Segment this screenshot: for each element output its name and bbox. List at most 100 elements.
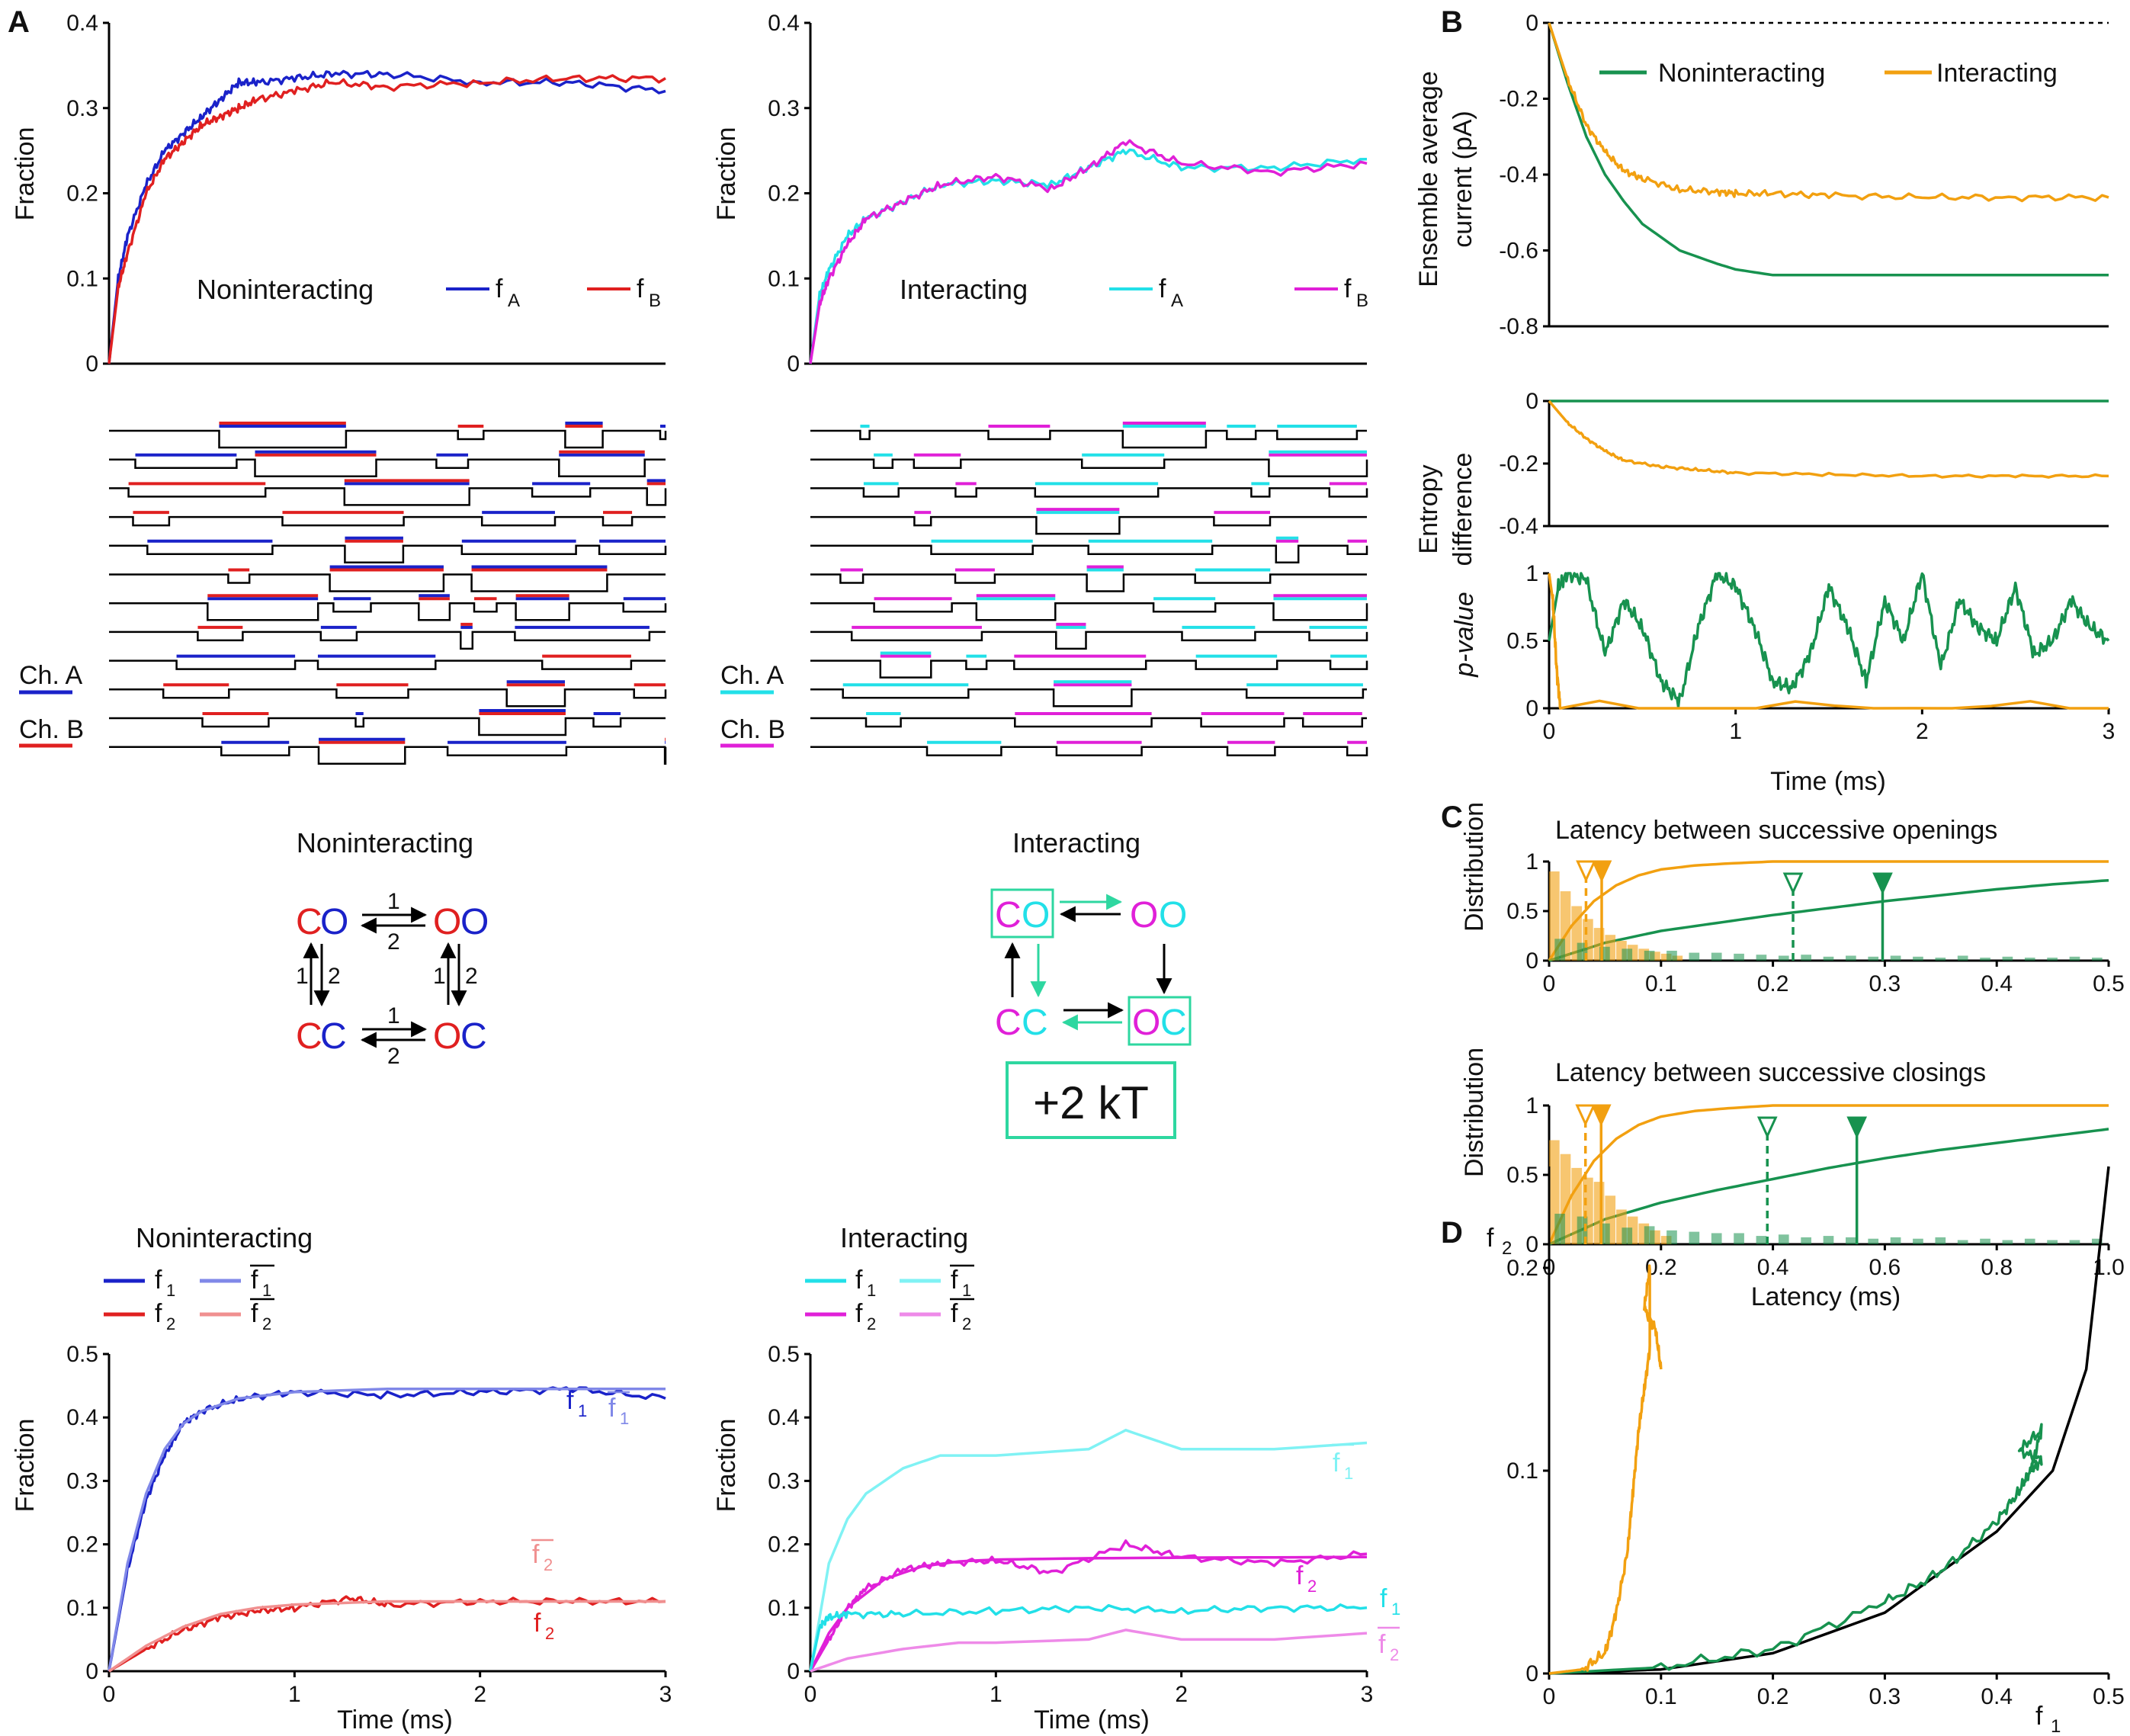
chB-label: Ch. B bbox=[19, 715, 84, 744]
series-fb bbox=[107, 74, 666, 364]
series-noninteracting bbox=[1548, 572, 2110, 708]
rate-right-2: 2 bbox=[465, 964, 478, 989]
xlabel-d-sub: 1 bbox=[2051, 1716, 2061, 1736]
series-f2-mean bbox=[108, 1600, 666, 1673]
state-cc-a: C bbox=[995, 1003, 1022, 1043]
state-oc-a: O bbox=[433, 1016, 461, 1057]
legend-f1-sub: 1 bbox=[166, 1281, 175, 1300]
x-tick-label: 0.8 bbox=[1981, 1255, 2013, 1280]
legend-f1mean-sub: 1 bbox=[962, 1281, 971, 1300]
latency-marker-triangle bbox=[1872, 872, 1893, 895]
state-box-co bbox=[990, 888, 1054, 939]
x-tick-label: 0.1 bbox=[1645, 971, 1677, 996]
histogram-bar bbox=[1890, 1237, 1901, 1244]
channel-trace-row bbox=[810, 458, 1368, 477]
histogram-bar bbox=[1823, 956, 1834, 961]
latency-marker-triangle bbox=[1590, 1104, 1612, 1127]
channel-legend-interacting: Ch. A Ch. B bbox=[720, 661, 785, 748]
y-tick-label: 0.4 bbox=[66, 11, 98, 36]
y-tick-label: 0.1 bbox=[66, 1596, 98, 1621]
label-i-f2: f bbox=[1296, 1561, 1304, 1590]
histogram-bar bbox=[1549, 871, 1560, 961]
histogram-bar bbox=[1660, 1236, 1672, 1244]
channel-traces-noninteracting bbox=[109, 422, 667, 765]
state-box-oc bbox=[1128, 996, 1192, 1046]
y-tick-label: -0.2 bbox=[1499, 451, 1538, 477]
state-oo: O O bbox=[433, 902, 489, 942]
state-cc: C C bbox=[995, 1003, 1048, 1043]
y-tick-label: 0 bbox=[1525, 389, 1538, 414]
channel-traces-interacting bbox=[810, 422, 1368, 756]
series-interacting bbox=[1548, 400, 2109, 479]
x-tick-label: 0.1 bbox=[1645, 1684, 1677, 1709]
ylabel-b-entropy-2: difference bbox=[1448, 453, 1477, 566]
histogram-bar bbox=[2047, 1240, 2058, 1244]
panel-label-c: C bbox=[1441, 801, 1463, 834]
legend-f1-f: f bbox=[855, 1266, 863, 1295]
channel-trace-row bbox=[810, 515, 1367, 535]
y-tick-label: 0 bbox=[787, 351, 800, 377]
x-tick-label: 2 bbox=[1175, 1682, 1188, 1707]
histogram-bar bbox=[1689, 952, 1700, 961]
state-oc: O C bbox=[433, 1016, 487, 1057]
series-f1-mean bbox=[809, 1429, 1368, 1672]
scheme-interacting: Interacting C O O O C C O C +2 kT bbox=[990, 827, 1192, 1139]
y-tick-label: 0 bbox=[787, 1659, 800, 1684]
legend-f1-sub: 1 bbox=[867, 1281, 876, 1300]
chart-b-entropy: 0 -0.2 -0.4 bbox=[1499, 389, 2109, 539]
legend-fb-sub: B bbox=[1356, 290, 1368, 311]
legend-a-top-right: Interacting f A f B bbox=[900, 274, 1368, 311]
label-i-f1-sub: 1 bbox=[1391, 1600, 1400, 1619]
x-tick-label: 0.5 bbox=[2093, 1684, 2125, 1709]
ylabel-d-f: f bbox=[1487, 1224, 1494, 1253]
y-tick-label: 0.5 bbox=[1506, 899, 1538, 924]
legend-interacting: Interacting bbox=[1936, 59, 2058, 88]
rate-left-1: 1 bbox=[296, 964, 309, 989]
x-tick-label: 0.4 bbox=[1981, 971, 2013, 996]
legend-fa-sub: A bbox=[1171, 290, 1183, 311]
histogram-bar bbox=[1711, 952, 1722, 961]
histogram-bar bbox=[1957, 955, 1968, 961]
chA-label: Ch. A bbox=[19, 661, 82, 690]
channel-trace-row bbox=[810, 631, 1368, 650]
label-i-f1mean: f bbox=[1333, 1449, 1340, 1478]
x-tick-label: 0.6 bbox=[1869, 1255, 1901, 1280]
series-f2-fit bbox=[809, 1555, 1368, 1672]
histogram-bar bbox=[1868, 1238, 1879, 1244]
histogram-bar bbox=[1801, 955, 1811, 961]
x-tick-label: 0 bbox=[103, 1682, 116, 1707]
chA-label: Ch. A bbox=[720, 661, 784, 690]
histogram-bar bbox=[1778, 1234, 1789, 1244]
rate-top-1: 1 bbox=[387, 889, 400, 914]
legend-fb-sub: B bbox=[649, 290, 661, 311]
y-tick-label: 0.2 bbox=[66, 181, 98, 207]
histogram-bar bbox=[1890, 955, 1901, 961]
state-cc-b: C bbox=[320, 1016, 347, 1057]
ylabel-a-bottom-right: Fraction bbox=[712, 1419, 741, 1513]
histogram-bar bbox=[1554, 939, 1566, 961]
series-interacting-trajectory bbox=[1548, 1264, 1663, 1675]
rate-bottom-1: 1 bbox=[387, 1003, 400, 1028]
series-noninteracting-cdf bbox=[1548, 878, 2109, 962]
label-f1-sub: 1 bbox=[578, 1401, 587, 1420]
y-tick-label: -0.4 bbox=[1499, 514, 1538, 539]
state-oo-a: O bbox=[433, 902, 461, 942]
x-tick-label: 0.4 bbox=[1981, 1684, 2013, 1709]
ylabel-b-entropy-1: Entropy bbox=[1414, 464, 1443, 554]
y-tick-label: 0.3 bbox=[66, 96, 98, 121]
rate-top-2: 2 bbox=[387, 929, 400, 955]
y-tick-label: 0.5 bbox=[1506, 1163, 1538, 1188]
histogram-bar bbox=[1666, 951, 1677, 961]
state-oo-b: O bbox=[1159, 895, 1187, 935]
channel-trace-row bbox=[810, 746, 1368, 756]
y-tick-label: 0.2 bbox=[66, 1532, 98, 1558]
channel-trace-row bbox=[109, 429, 667, 449]
y-tick-label: 0.1 bbox=[768, 266, 800, 291]
ylabel-d-f2: f 2 bbox=[1487, 1224, 1512, 1259]
state-co: C O bbox=[995, 895, 1050, 935]
state-oc-b: C bbox=[1160, 1003, 1187, 1043]
legend-b: Noninteracting Interacting bbox=[1599, 59, 2058, 88]
latency-marker-triangle bbox=[1782, 872, 1804, 895]
